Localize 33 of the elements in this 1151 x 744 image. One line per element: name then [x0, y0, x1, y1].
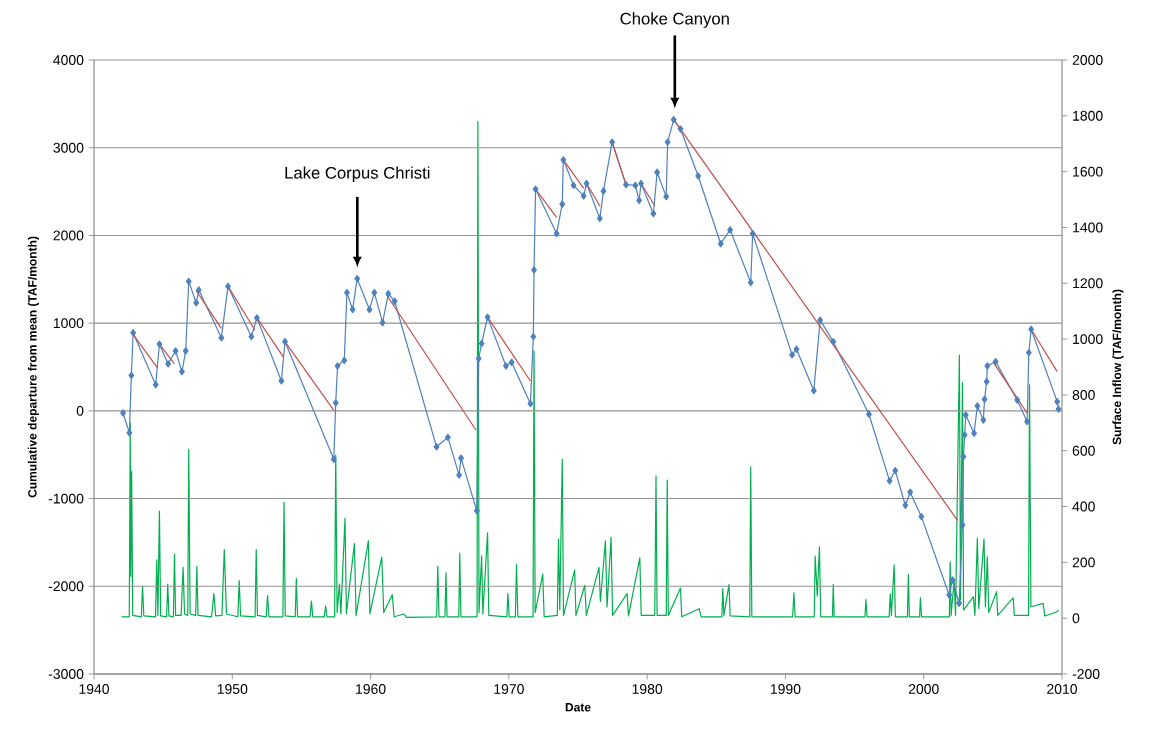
y-tick-label: 4000	[53, 55, 84, 65]
y2-tick-label: 0	[1072, 613, 1080, 624]
y2-tick-label: 400	[1072, 501, 1095, 512]
y-tick-label: -1000	[48, 493, 84, 504]
annotation: Lake Corpus Christi	[285, 166, 430, 182]
y-tick-label: 3000	[53, 142, 84, 153]
y2-tick-label: 1400	[1073, 222, 1103, 233]
y-tick-label: -2000	[48, 581, 84, 592]
y2-axis-title: Surface Inflow (TAF/month)	[1112, 289, 1124, 445]
x-tick-label: 2000	[908, 684, 939, 694]
y-tick-label: 0	[76, 405, 84, 416]
y-tick-label: 2000	[53, 230, 84, 241]
y-tick-label: -3000	[48, 669, 84, 679]
y2-tick-label: 1600	[1073, 166, 1103, 177]
y2-tick-label: 2000	[1072, 55, 1103, 65]
y2-tick-label: 1200	[1073, 278, 1103, 289]
x-tick-label: 1940	[79, 684, 110, 694]
x-axis-title: Date	[565, 703, 591, 712]
y2-tick-label: 1800	[1073, 110, 1103, 121]
text: Choke Canyon	[620, 12, 729, 28]
y2-tick-label: -200	[1072, 669, 1100, 679]
y-axis-title: Cumulative departure from mean (TAF/month)	[27, 236, 39, 498]
x-tick-label: 2010	[1047, 684, 1078, 694]
y-tick-label: 1000	[53, 318, 84, 329]
x-tick-label: 1970	[494, 684, 524, 694]
x-tick-label: 1980	[632, 684, 663, 694]
y2-tick-label: 200	[1072, 557, 1095, 568]
x-tick-label: 1990	[770, 684, 801, 694]
y2-tick-label: 600	[1072, 445, 1095, 456]
y2-tick-label: 800	[1072, 389, 1095, 400]
y2-tick-label: 1000	[1073, 334, 1103, 345]
x-tick-label: 1960	[356, 684, 386, 694]
x-tick-label: 1950	[217, 684, 248, 694]
